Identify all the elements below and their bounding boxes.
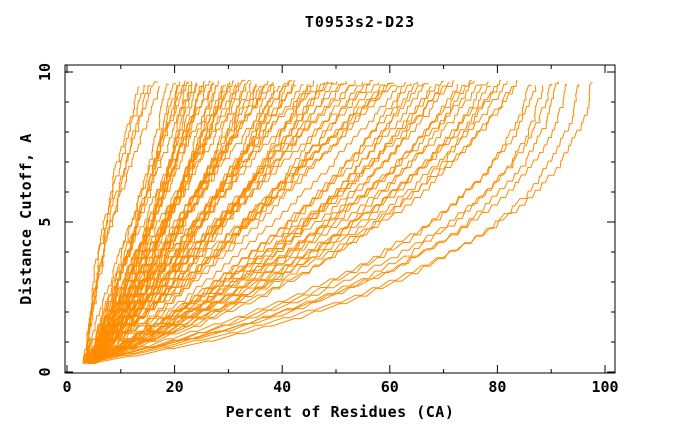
gdt-curve bbox=[83, 83, 169, 362]
gdt-curve bbox=[95, 83, 423, 364]
x-tick-label: 40 bbox=[273, 378, 291, 396]
gdt-curve bbox=[92, 80, 455, 365]
gdt-curve bbox=[93, 83, 413, 364]
gdt-curve bbox=[95, 82, 451, 364]
gdt-curve bbox=[89, 84, 533, 363]
gdt-curve bbox=[83, 84, 311, 365]
gdt-curve bbox=[87, 82, 395, 362]
gdt-curve bbox=[92, 84, 481, 363]
gdt-curve bbox=[83, 81, 190, 361]
gdt-curve bbox=[89, 83, 429, 362]
gdt-curve bbox=[94, 82, 392, 364]
x-tick-label: 60 bbox=[381, 378, 399, 396]
gdt-curve bbox=[95, 85, 354, 362]
plot-border bbox=[64, 64, 616, 374]
gdt-curve bbox=[87, 85, 515, 363]
gdt-curve bbox=[91, 85, 491, 364]
gdt-curve bbox=[96, 80, 252, 362]
gdt-curve bbox=[92, 84, 439, 362]
y-tick-label: 0 bbox=[36, 367, 54, 376]
gdt-curve bbox=[91, 82, 335, 361]
gdt-curve bbox=[90, 84, 386, 363]
gdt-curve bbox=[87, 79, 246, 364]
chart-title: T0953s2-D23 bbox=[304, 13, 416, 31]
y-axis-label-text: Distance Cutoff, A bbox=[17, 133, 35, 305]
gdt-curve bbox=[94, 80, 518, 365]
gdt-curve bbox=[85, 83, 215, 362]
gdt-curve bbox=[90, 85, 397, 362]
x-tick-label: 20 bbox=[166, 378, 184, 396]
x-tick-label: 80 bbox=[488, 378, 506, 396]
x-tick-label: 100 bbox=[591, 378, 618, 396]
gdt-curve bbox=[84, 85, 297, 364]
gdt-curve bbox=[86, 81, 205, 364]
gdt-curve bbox=[93, 85, 537, 362]
y-tick-label: 10 bbox=[36, 63, 54, 81]
gdt-curve bbox=[90, 83, 553, 364]
gdt-curve bbox=[93, 85, 281, 362]
x-tick-label: 0 bbox=[62, 378, 71, 396]
gdt-curve bbox=[84, 80, 356, 363]
gdt-curve bbox=[83, 86, 161, 362]
y-tick-label: 5 bbox=[36, 217, 54, 226]
gdt-curve bbox=[92, 81, 508, 363]
gdt-curve bbox=[91, 82, 364, 364]
gdt-curve bbox=[87, 83, 568, 363]
gdt-curve bbox=[91, 81, 560, 362]
x-axis-label: Percent of Residues (CA) bbox=[225, 403, 455, 421]
gdt-curve bbox=[89, 82, 593, 364]
gdt-curve bbox=[91, 80, 269, 363]
gdt-curve bbox=[95, 79, 501, 363]
gdt-curve bbox=[94, 86, 401, 362]
gdt-curve bbox=[91, 81, 348, 362]
gdt-curve bbox=[85, 86, 266, 362]
gdt-curve bbox=[93, 83, 371, 362]
gdt-curve bbox=[85, 82, 275, 364]
gdt-curve bbox=[95, 81, 475, 362]
